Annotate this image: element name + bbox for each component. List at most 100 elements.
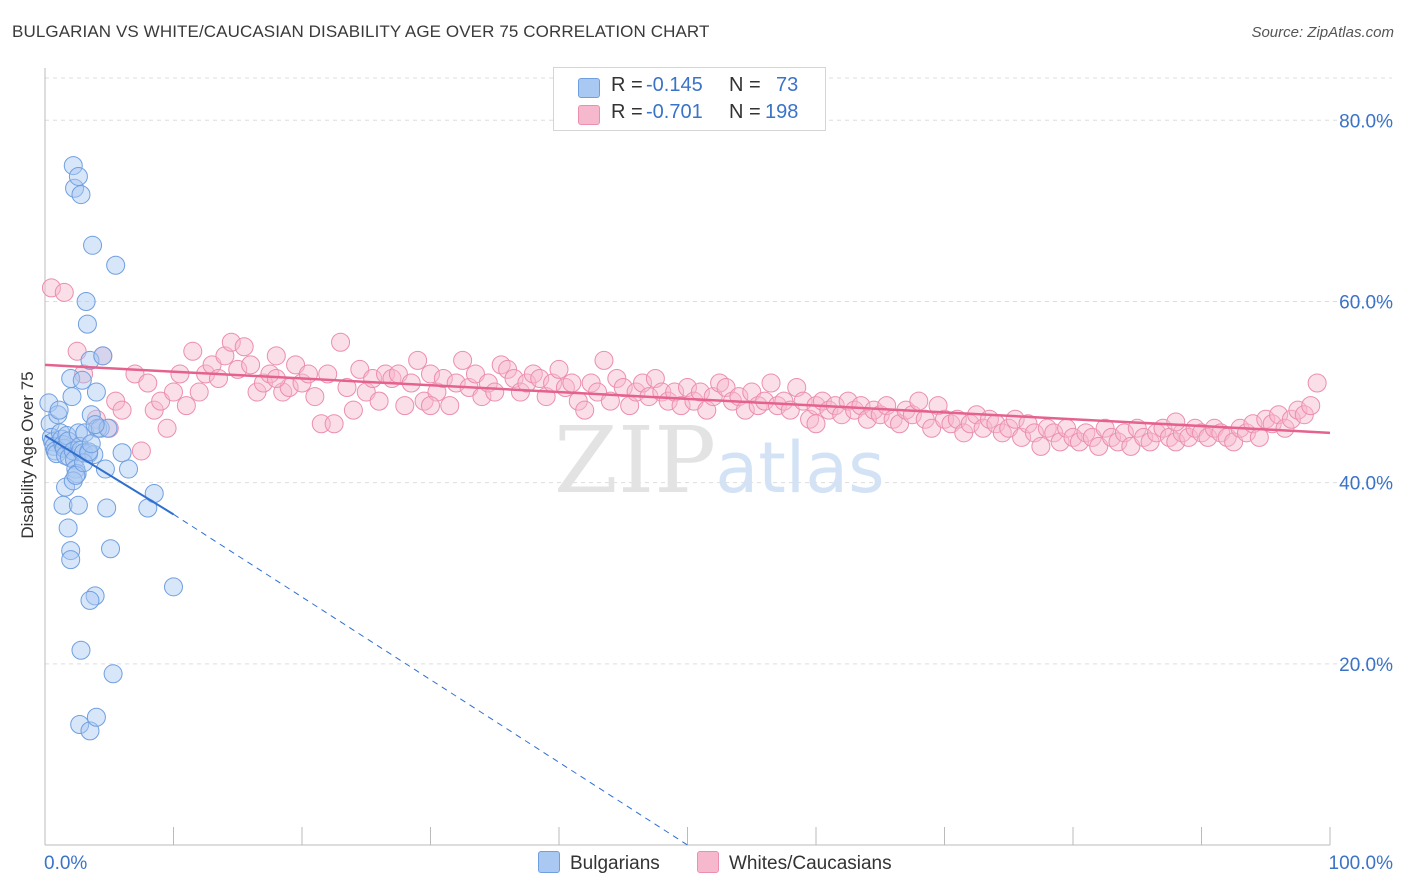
bottom-legend-label-bulgarians: Bulgarians bbox=[570, 853, 660, 874]
whites-point bbox=[164, 382, 183, 402]
whites-points bbox=[41, 278, 1327, 461]
whites-point bbox=[183, 341, 203, 361]
whites-point bbox=[922, 418, 942, 438]
chart-title: BULGARIAN VS WHITE/CAUCASIAN DISABILITY … bbox=[12, 22, 710, 41]
bulgarians-point bbox=[119, 459, 139, 479]
whites-point bbox=[343, 400, 363, 420]
whites-point bbox=[1307, 373, 1327, 393]
legend-n-value-bulgarians: 73 bbox=[776, 74, 799, 96]
axes bbox=[44, 68, 1331, 846]
trend-lines bbox=[44, 363, 1331, 846]
bulgarians-points bbox=[39, 156, 183, 741]
whites-point bbox=[408, 350, 428, 370]
bottom-swatch-bulgarians bbox=[538, 851, 560, 873]
bulgarians-point bbox=[75, 423, 95, 443]
bottom-swatch-whites bbox=[697, 851, 719, 873]
bulgarians-trend-extension bbox=[173, 513, 688, 846]
whites-point bbox=[170, 364, 190, 384]
tick-labels: 20.0% 40.0% 60.0% 80.0% 0.0% 100.0% bbox=[44, 111, 1393, 874]
source-label: Source: ZipAtlas.com bbox=[1251, 24, 1394, 41]
bulgarians-point bbox=[86, 707, 106, 727]
bulgarians-point bbox=[86, 382, 106, 402]
bulgarians-point bbox=[71, 640, 91, 660]
legend-n-label: N = bbox=[729, 74, 761, 96]
whites-point bbox=[453, 350, 473, 370]
whites-point bbox=[690, 382, 710, 402]
whites-point bbox=[54, 282, 74, 302]
bulgarians-point bbox=[93, 346, 113, 366]
legend-r-value-bulgarians: -0.145 bbox=[646, 74, 703, 96]
whites-point bbox=[286, 355, 306, 375]
bulgarians-point bbox=[63, 156, 83, 176]
bulgarians-point bbox=[63, 471, 83, 491]
legend-n-label: N = bbox=[729, 101, 761, 123]
whites-point bbox=[588, 382, 608, 402]
legend-n-value-whites: 198 bbox=[765, 101, 799, 123]
bottom-legend-whites: Whites/Caucasians bbox=[697, 851, 892, 875]
bulgarians-point bbox=[58, 518, 78, 538]
whites-point bbox=[421, 396, 440, 416]
bulgarians-point bbox=[98, 418, 118, 438]
bulgarians-point bbox=[74, 453, 94, 473]
bulgarians-point bbox=[90, 418, 110, 438]
y-tick-label: 80.0% bbox=[1339, 111, 1393, 132]
whites-point bbox=[138, 373, 158, 393]
bottom-legend-bulgarians: Bulgarians bbox=[538, 851, 660, 875]
y-tick-label: 20.0% bbox=[1339, 655, 1393, 676]
bulgarians-point bbox=[84, 445, 104, 465]
bulgarians-point bbox=[76, 291, 96, 311]
whites-point bbox=[530, 368, 550, 388]
whites-point bbox=[266, 346, 286, 366]
whites-point bbox=[41, 278, 61, 298]
bulgarians-point bbox=[81, 434, 101, 454]
bulgarians-point bbox=[85, 415, 105, 435]
whites-point bbox=[909, 391, 929, 411]
whites-point bbox=[337, 378, 357, 398]
bulgarians-point bbox=[70, 715, 90, 735]
whites-point bbox=[112, 400, 132, 420]
legend-swatch-whites bbox=[578, 105, 600, 125]
whites-point bbox=[1031, 436, 1051, 456]
whites-point bbox=[131, 441, 151, 461]
x-tick-label: 100.0% bbox=[1329, 853, 1394, 874]
whites-point bbox=[151, 391, 171, 411]
whites-point bbox=[671, 396, 691, 416]
y-tick-label: 60.0% bbox=[1339, 292, 1393, 313]
bulgarians-point bbox=[106, 255, 126, 275]
bulgarians-point bbox=[97, 498, 117, 518]
bulgarians-point bbox=[62, 387, 82, 407]
whites-point bbox=[761, 373, 781, 393]
whites-point bbox=[241, 355, 261, 375]
watermark-atlas: atlas bbox=[715, 427, 884, 509]
bulgarians-point bbox=[72, 370, 92, 390]
whites-point bbox=[221, 332, 241, 352]
whites-point bbox=[755, 391, 775, 411]
whites-point bbox=[176, 396, 196, 416]
bulgarians-point bbox=[95, 459, 115, 479]
whites-point bbox=[1089, 436, 1109, 456]
whites-point bbox=[594, 350, 614, 370]
y-axis-label: Disability Age Over 75 bbox=[18, 371, 37, 538]
whites-point bbox=[465, 364, 485, 384]
bulgarians-point bbox=[68, 166, 88, 186]
bulgarians-point bbox=[80, 350, 100, 370]
x-tick-label: 0.0% bbox=[44, 853, 87, 874]
whites-point bbox=[157, 418, 177, 438]
whites-point bbox=[324, 414, 344, 434]
whites-point bbox=[350, 359, 370, 379]
whites-point bbox=[433, 368, 453, 388]
whites-point bbox=[806, 414, 826, 434]
whites-point bbox=[440, 396, 460, 416]
bulgarians-point bbox=[49, 400, 69, 420]
whites-point bbox=[305, 387, 325, 407]
legend-r-label: R = bbox=[611, 74, 643, 96]
whites-point bbox=[549, 359, 569, 379]
whites-point bbox=[1121, 436, 1141, 456]
whites-point bbox=[395, 396, 415, 416]
whites-point bbox=[369, 391, 389, 411]
whites-point bbox=[485, 382, 505, 402]
whites-point bbox=[575, 400, 595, 420]
bulgarians-point bbox=[101, 539, 121, 559]
whites-point bbox=[600, 391, 620, 411]
